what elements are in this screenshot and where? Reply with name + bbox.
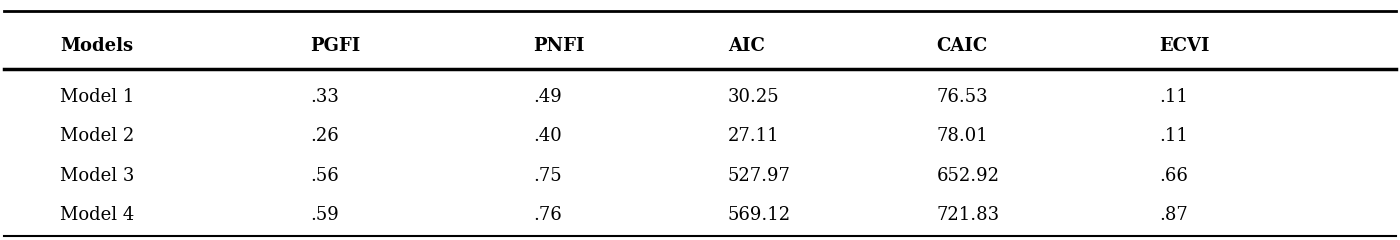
Text: ECVI: ECVI [1159, 37, 1210, 55]
Text: Model 3: Model 3 [60, 167, 134, 185]
Text: .76: .76 [533, 206, 561, 224]
Text: .11: .11 [1159, 127, 1189, 145]
Text: .87: .87 [1159, 206, 1189, 224]
Text: 76.53: 76.53 [937, 88, 988, 106]
Text: .56: .56 [311, 167, 339, 185]
Text: PGFI: PGFI [311, 37, 361, 55]
Text: CAIC: CAIC [937, 37, 988, 55]
Text: AIC: AIC [728, 37, 764, 55]
Text: 721.83: 721.83 [937, 206, 1000, 224]
Text: 652.92: 652.92 [937, 167, 1000, 185]
Text: 527.97: 527.97 [728, 167, 791, 185]
Text: .33: .33 [311, 88, 339, 106]
Text: .49: .49 [533, 88, 561, 106]
Text: 27.11: 27.11 [728, 127, 780, 145]
Text: 30.25: 30.25 [728, 88, 780, 106]
Text: Model 2: Model 2 [60, 127, 134, 145]
Text: Model 4: Model 4 [60, 206, 134, 224]
Text: Model 1: Model 1 [60, 88, 134, 106]
Text: .26: .26 [311, 127, 339, 145]
Text: .75: .75 [533, 167, 561, 185]
Text: PNFI: PNFI [533, 37, 584, 55]
Text: 78.01: 78.01 [937, 127, 988, 145]
Text: .59: .59 [311, 206, 339, 224]
Text: .66: .66 [1159, 167, 1189, 185]
Text: .11: .11 [1159, 88, 1189, 106]
Text: .40: .40 [533, 127, 561, 145]
Text: 569.12: 569.12 [728, 206, 791, 224]
Text: Models: Models [60, 37, 133, 55]
